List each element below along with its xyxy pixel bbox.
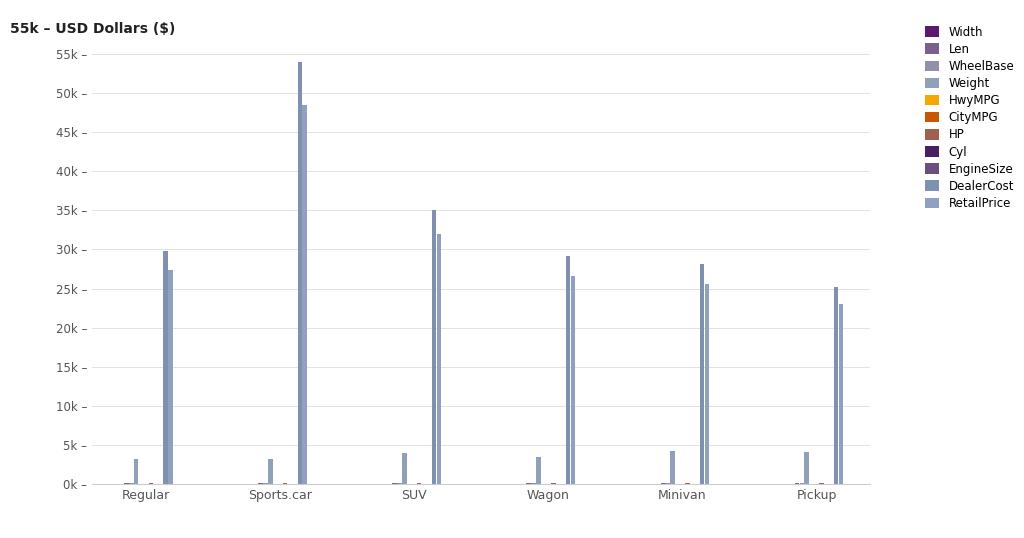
Bar bbox=[134, 459, 138, 484]
Bar bbox=[795, 483, 799, 484]
Bar bbox=[402, 453, 407, 484]
Bar bbox=[805, 451, 809, 484]
Bar bbox=[685, 483, 689, 484]
Bar bbox=[705, 284, 710, 484]
Bar bbox=[537, 457, 541, 484]
Bar bbox=[164, 251, 168, 484]
Bar bbox=[819, 483, 823, 484]
Bar bbox=[397, 483, 401, 484]
Bar bbox=[660, 483, 665, 484]
Bar bbox=[800, 483, 804, 484]
Bar bbox=[526, 483, 530, 484]
Bar bbox=[570, 277, 575, 484]
Bar bbox=[436, 234, 441, 484]
Bar bbox=[124, 483, 129, 484]
Bar bbox=[432, 210, 436, 484]
Bar bbox=[417, 483, 422, 484]
Text: 55k – USD Dollars ($): 55k – USD Dollars ($) bbox=[10, 22, 175, 36]
Bar bbox=[129, 483, 133, 484]
Bar bbox=[551, 483, 555, 484]
Bar bbox=[302, 105, 307, 484]
Bar bbox=[699, 264, 705, 484]
Bar bbox=[565, 256, 570, 484]
Bar bbox=[666, 483, 670, 484]
Bar bbox=[148, 483, 154, 484]
Bar bbox=[671, 451, 675, 484]
Bar bbox=[298, 62, 302, 484]
Bar bbox=[283, 483, 288, 484]
Bar bbox=[834, 287, 839, 484]
Bar bbox=[392, 483, 397, 484]
Bar bbox=[531, 483, 536, 484]
Bar bbox=[839, 304, 844, 484]
Bar bbox=[268, 459, 272, 484]
Bar bbox=[168, 270, 173, 484]
Bar bbox=[258, 483, 263, 484]
Legend: Width, Len, WheelBase, Weight, HwyMPG, CityMPG, HP, Cyl, EngineSize, DealerCost,: Width, Len, WheelBase, Weight, HwyMPG, C… bbox=[922, 22, 1018, 214]
